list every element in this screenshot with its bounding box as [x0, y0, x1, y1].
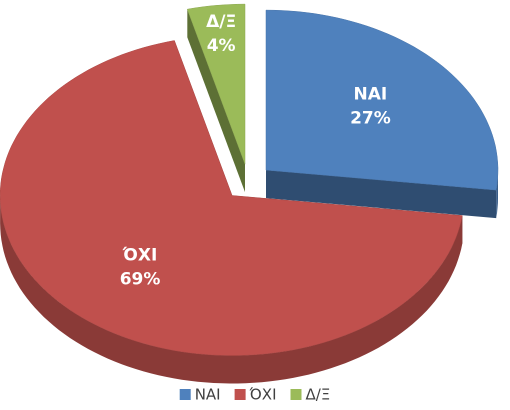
slice	[186, 3, 246, 165]
slice-tops	[0, 3, 499, 356]
legend: ΝΑΙ ΌΧΙ Δ/Ξ	[179, 386, 331, 404]
slice-label: Δ/Ξ	[206, 12, 236, 32]
slice-edge	[266, 170, 497, 219]
slice-wall	[496, 170, 498, 219]
legend-swatch	[290, 389, 302, 400]
slice-value: 4%	[207, 36, 236, 56]
slice-value: 69%	[120, 270, 161, 290]
slice	[265, 9, 499, 191]
slice-edge	[187, 9, 245, 193]
legend-label: ΌΧΙ	[249, 386, 277, 404]
legend-label: Δ/Ξ	[306, 386, 331, 404]
slice-value: 27%	[350, 109, 391, 129]
slice-wall	[0, 195, 463, 384]
slice	[0, 40, 463, 356]
legend-swatch	[179, 389, 191, 400]
legend-label: ΝΑΙ	[195, 386, 221, 404]
slice-label: ΌΧΙ	[122, 246, 158, 266]
slice-label: ΝΑΙ	[354, 85, 388, 105]
slice-labels: ΝΑΙ 27% ΌΧΙ 69% Δ/Ξ 4%	[120, 12, 391, 290]
legend-swatch	[234, 389, 246, 400]
